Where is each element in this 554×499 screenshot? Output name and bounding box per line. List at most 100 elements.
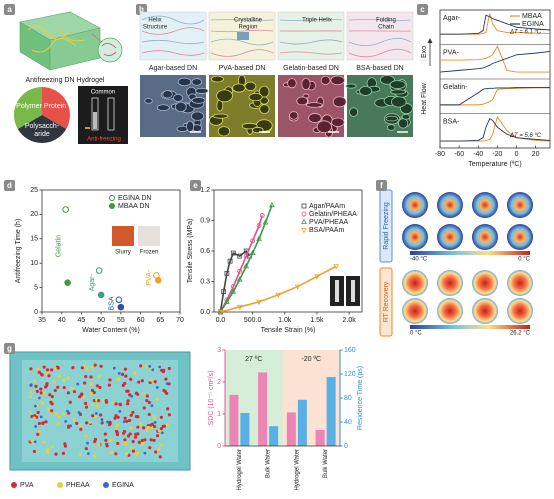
stress-curve	[219, 249, 251, 313]
photo-label: Anti-freezing	[87, 137, 121, 143]
thermal-disc	[472, 270, 498, 296]
bead	[83, 401, 88, 405]
x-axis-label: Water Content (%)	[82, 327, 140, 334]
bead	[100, 398, 105, 402]
legend-label: PHEAA	[66, 482, 90, 489]
bead	[45, 450, 50, 454]
legend-label: PVA/PHEAA	[309, 219, 348, 226]
delta-t-label: ΔT = 5.6 ºC	[509, 132, 542, 139]
chain	[141, 39, 205, 45]
pore	[401, 113, 411, 120]
bead	[134, 391, 139, 395]
bead	[50, 445, 55, 449]
bead	[145, 428, 149, 432]
y-tick-label: 0	[217, 443, 221, 450]
bead	[148, 380, 152, 385]
x-tick-label: Bulk Water	[266, 449, 272, 478]
bead	[158, 455, 162, 459]
bead	[88, 420, 93, 424]
bead	[146, 425, 150, 430]
bead	[148, 364, 152, 368]
dsc-curve	[440, 118, 551, 142]
x-axis-label: Tensile Strain (%)	[261, 327, 316, 334]
x-tick-label: 500.0	[244, 317, 262, 324]
bead	[100, 418, 104, 421]
bead	[50, 409, 54, 413]
bead	[143, 451, 147, 455]
legend-label: BSA/PAAm	[309, 227, 344, 234]
group-label: Agar-	[89, 273, 96, 291]
data-point	[224, 270, 230, 276]
y-tick-label: 20	[30, 211, 38, 218]
bead	[128, 432, 132, 436]
bead	[142, 426, 146, 430]
legend-marker	[57, 482, 63, 488]
pore	[259, 104, 270, 115]
thermal-disc	[507, 298, 533, 324]
schematic-label: Helix	[148, 18, 161, 24]
bead	[45, 383, 49, 387]
pore	[144, 98, 153, 104]
pore	[389, 80, 406, 90]
thermal-disc	[507, 270, 533, 296]
pore	[177, 77, 192, 87]
bead	[160, 431, 164, 435]
bead	[54, 412, 58, 416]
bead	[72, 418, 76, 422]
dsc-curve	[440, 87, 550, 106]
chain	[279, 19, 343, 21]
inset-label: Slurry	[115, 250, 131, 256]
y-tick-label: 10	[30, 260, 38, 267]
data-point	[314, 274, 320, 280]
bead	[109, 438, 113, 442]
chain	[348, 48, 412, 58]
data-point	[256, 223, 262, 228]
bead	[84, 434, 88, 438]
stress-curve	[220, 265, 337, 313]
bead	[40, 401, 45, 405]
bead	[44, 420, 48, 424]
pore	[332, 96, 347, 108]
x-tick-label: 2.0k	[343, 317, 357, 324]
bead	[159, 427, 163, 431]
bead	[84, 446, 88, 451]
region-label: 27 ºC	[245, 356, 262, 363]
photo-label: Common	[91, 90, 115, 96]
y-tick-label: 3	[217, 347, 221, 354]
x-tick-label: -40	[473, 151, 483, 158]
bead	[136, 425, 140, 429]
legend-label: Gelatin/PHEAA	[309, 211, 357, 218]
bead	[109, 450, 114, 455]
pore	[359, 86, 373, 96]
bead	[158, 365, 162, 369]
bead	[130, 446, 134, 451]
y-tick-label: 15	[30, 236, 38, 243]
bead	[129, 413, 133, 417]
bead	[113, 416, 117, 420]
bead	[129, 426, 133, 430]
color-bar	[410, 325, 530, 329]
specimen	[335, 280, 339, 302]
bead	[50, 395, 54, 399]
data-point	[333, 264, 340, 270]
x-tick-label: Hydrogel Water	[237, 449, 243, 490]
data-point	[262, 219, 269, 225]
x-tick-label: 50	[97, 317, 105, 324]
bead	[116, 441, 120, 446]
bead	[39, 372, 44, 376]
bead	[134, 452, 139, 456]
x-tick-label: 55	[117, 317, 125, 324]
bead	[160, 368, 164, 373]
bead	[92, 390, 96, 395]
bead	[149, 423, 153, 427]
panel-label: d	[7, 181, 12, 190]
bead	[122, 420, 126, 424]
bead	[148, 446, 152, 450]
y-tick-label: 5	[34, 284, 38, 291]
bead	[53, 366, 57, 371]
bead	[137, 380, 141, 384]
y-tick-label: 1.2	[200, 187, 210, 194]
bead	[89, 365, 94, 369]
bead	[78, 423, 83, 427]
bead	[36, 367, 40, 371]
